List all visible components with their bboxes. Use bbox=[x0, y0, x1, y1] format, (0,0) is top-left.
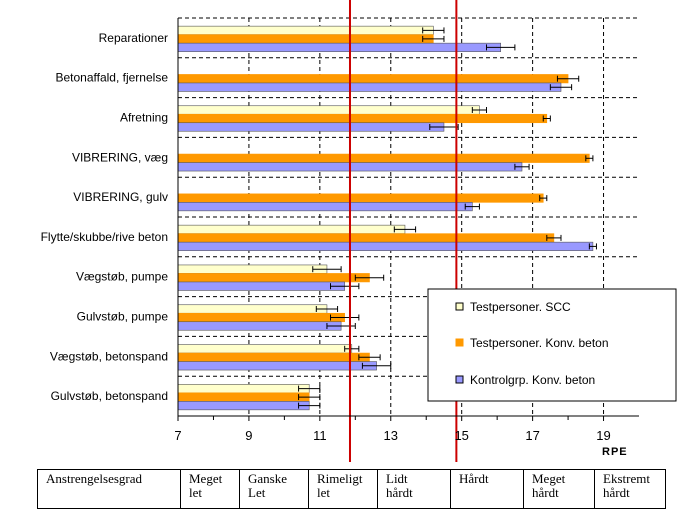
scale-cell-ganske-let: Ganske Let bbox=[239, 469, 309, 509]
chart-axes: 7 9 11 13 15 17 19 bbox=[174, 18, 639, 443]
category-label: Gulvstøb, pumpe bbox=[77, 310, 169, 324]
category-label: Vægstøb, betonspand bbox=[50, 349, 168, 363]
legend-label-konv: Testpersoner. Konv. beton bbox=[470, 336, 609, 350]
bar bbox=[177, 392, 310, 402]
bar bbox=[177, 224, 406, 234]
scale-cell-ekstremt-haardt: Ekstremt hårdt bbox=[594, 469, 666, 509]
scale-cell-meget-haardt: Meget hårdt bbox=[523, 469, 595, 509]
scale-cell-meget-let: Meget let bbox=[180, 469, 240, 509]
bar bbox=[177, 401, 310, 411]
x-tick-label: 13 bbox=[384, 428, 398, 443]
bar bbox=[177, 273, 370, 283]
scale-row: Anstrengelsesgrad Meget let Ganske Let Rim… bbox=[37, 469, 666, 509]
bar bbox=[177, 281, 345, 291]
legend-swatch-scc bbox=[455, 302, 464, 311]
scale-cell-lidt-haardt: Lidt hårdt bbox=[377, 469, 451, 509]
bar bbox=[177, 352, 370, 362]
bar bbox=[177, 233, 555, 243]
bar bbox=[177, 113, 548, 124]
x-tick-label: 9 bbox=[245, 428, 252, 443]
scale-cell-rimeligt-let: Rimeligt let bbox=[308, 469, 378, 509]
bar bbox=[177, 193, 544, 203]
x-tick-label: 15 bbox=[454, 428, 468, 443]
scale-cell-anstrengelsesgrad: Anstrengelsesgrad bbox=[37, 469, 181, 509]
bar bbox=[177, 153, 590, 163]
legend-swatch-konv bbox=[455, 338, 464, 347]
legend-label-scc: Testpersoner. SCC bbox=[470, 300, 571, 314]
bar bbox=[177, 241, 594, 251]
bar bbox=[177, 304, 328, 314]
category-label: VIBRERING, væg bbox=[72, 150, 168, 164]
category-label: VIBRERING, gulv bbox=[73, 190, 168, 204]
bar bbox=[177, 344, 353, 354]
x-tick-label: 11 bbox=[313, 428, 327, 443]
category-labels: Reparationer Betonaffald, fjernelse Afretn… bbox=[41, 31, 169, 403]
category-label: Afretning bbox=[120, 111, 168, 125]
x-tick-label: 17 bbox=[525, 428, 539, 443]
legend-swatch-kontrol bbox=[455, 375, 464, 384]
category-label: Gulvstøb, betonspand bbox=[51, 389, 168, 403]
bar bbox=[177, 361, 377, 371]
rpe-scale-table: Anstrengelsesgrad Meget let Ganske Let Rim… bbox=[37, 469, 666, 509]
x-tick-label: 7 bbox=[174, 428, 181, 443]
scale-cell-haardt: Hårdt bbox=[450, 469, 524, 509]
category-label: Vægstøb, pumpe bbox=[76, 270, 168, 284]
bar bbox=[177, 34, 434, 44]
chart-legend: Testpersoner. SCC Testpersoner. Konv. be… bbox=[427, 288, 677, 402]
bar bbox=[177, 82, 562, 92]
bar bbox=[177, 264, 328, 274]
bar bbox=[177, 384, 310, 394]
x-axis-title: RPE bbox=[602, 446, 628, 458]
bar bbox=[177, 25, 434, 35]
bar bbox=[177, 202, 473, 212]
bar bbox=[177, 321, 342, 331]
bar bbox=[177, 312, 345, 323]
legend-label-kontrol: Kontrolgrp. Konv. beton bbox=[470, 373, 595, 387]
bar bbox=[177, 122, 445, 132]
category-label: Flytte/skubbe/rive beton bbox=[41, 230, 168, 244]
bar bbox=[177, 74, 569, 84]
x-tick-label: 19 bbox=[596, 428, 610, 443]
bar bbox=[177, 105, 480, 115]
bar bbox=[177, 42, 502, 52]
category-label: Betonaffald, fjernelse bbox=[55, 71, 168, 85]
category-label: Reparationer bbox=[99, 31, 168, 45]
legend-box bbox=[427, 288, 677, 402]
